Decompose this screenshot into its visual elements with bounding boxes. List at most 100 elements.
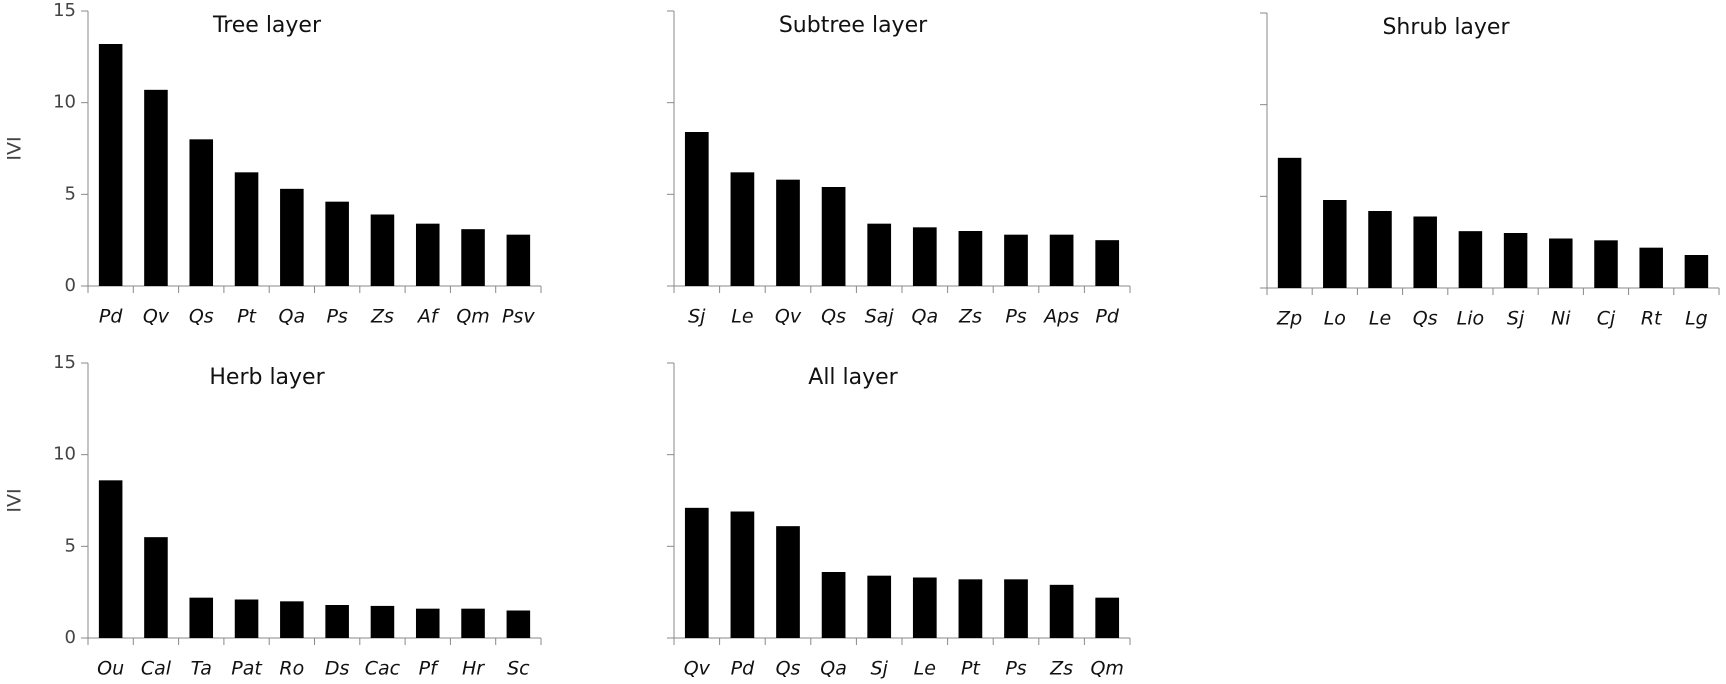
x-tick-label: Qm [1090,658,1123,680]
bar [912,227,937,286]
x-tick-label: Qv [775,306,802,328]
x-tick-label: Ni [1551,308,1571,330]
x-tick-label: Qa [820,658,847,680]
x-tick-label: Qs [821,306,846,328]
x-tick-label: Hr [462,658,485,680]
x-tick-label: Ps [326,306,347,328]
bar [189,139,214,286]
x-tick-label: Cj [1597,308,1616,330]
bar [98,44,123,286]
x-tick-label: Le [731,306,753,328]
bar [1004,579,1028,638]
bar [1639,247,1663,288]
bar [958,231,983,286]
x-tick-label: Qs [1413,308,1438,330]
bar [776,526,800,638]
x-tick-label: Pt [961,658,981,680]
x-tick-label: Qm [456,306,489,328]
x-tick-label: Pd [99,306,123,328]
x-tick-label: Sc [507,658,530,680]
x-tick-label: Le [914,658,936,680]
x-tick-label: Sj [1507,308,1525,330]
bar [821,572,846,638]
y-axis-label: IVI [4,488,26,512]
bar [234,172,259,286]
x-tick-label: Af [416,306,441,328]
bar [821,187,846,286]
bar [189,597,214,638]
x-tick-label: Psv [502,306,535,328]
bar [234,599,259,638]
bar [280,601,304,638]
chart-title: Shrub layer [1382,15,1510,40]
bar [506,234,531,286]
bar [325,201,349,286]
bar [370,605,395,638]
bar [1049,584,1074,638]
x-tick-label: Le [1369,308,1391,330]
bar [730,511,755,638]
bar [1684,255,1709,288]
y-tick-label: 5 [65,183,76,204]
bar [415,608,440,638]
bar [1458,231,1483,288]
bar [776,179,800,286]
bar [1049,234,1074,286]
x-tick-label: Pd [731,658,755,680]
bar [1549,238,1573,288]
bar [867,575,892,638]
x-tick-label: Ou [97,658,124,680]
bar [684,132,709,286]
x-tick-label: Lg [1685,308,1708,330]
x-tick-label: Cal [141,658,172,680]
x-tick-label: Ds [325,658,350,680]
x-tick-label: Qv [143,306,170,328]
x-tick-label: Sj [688,306,706,328]
bar [867,223,892,286]
x-tick-label: Pd [1095,306,1119,328]
bar [684,507,709,638]
x-tick-label: Pf [419,658,440,680]
x-tick-label: Ta [191,658,212,680]
y-tick-label: 10 [53,92,76,113]
bar [730,172,755,286]
y-tick-label: 0 [65,275,76,296]
x-tick-label: Qs [776,658,801,680]
bar [1277,157,1302,288]
bar [144,89,168,286]
y-axis-label: IVI [4,136,26,160]
chart-title: Subtree layer [779,13,928,38]
x-tick-label: Saj [865,306,895,328]
bar [1095,597,1120,638]
x-tick-label: Zs [958,306,982,328]
x-tick-label: Ps [1005,306,1026,328]
x-tick-label: Pat [231,658,263,680]
chart-title: Herb layer [209,365,325,390]
x-tick-label: Zs [1049,658,1073,680]
bar [912,577,937,638]
bar [415,223,440,286]
bar [461,229,485,286]
y-tick-label: 0 [65,627,76,648]
x-tick-label: Cac [365,658,401,680]
y-tick-label: 10 [53,444,76,465]
bar [1503,233,1528,288]
bar [144,537,168,638]
x-tick-label: Lio [1457,308,1485,330]
x-tick-label: Aps [1042,306,1079,328]
bar [325,605,349,638]
x-tick-label: Qa [911,306,938,328]
bar [1594,240,1618,288]
bar [280,188,304,286]
bar [98,480,123,638]
x-tick-label: Zs [370,306,394,328]
bar [1413,216,1437,288]
x-tick-label: Rt [1641,308,1663,330]
x-tick-label: Qv [684,658,711,680]
bar [1004,234,1028,286]
x-tick-label: Qs [189,306,214,328]
chart-title: All layer [808,365,898,390]
y-tick-label: 15 [53,352,76,373]
bar [506,610,531,638]
